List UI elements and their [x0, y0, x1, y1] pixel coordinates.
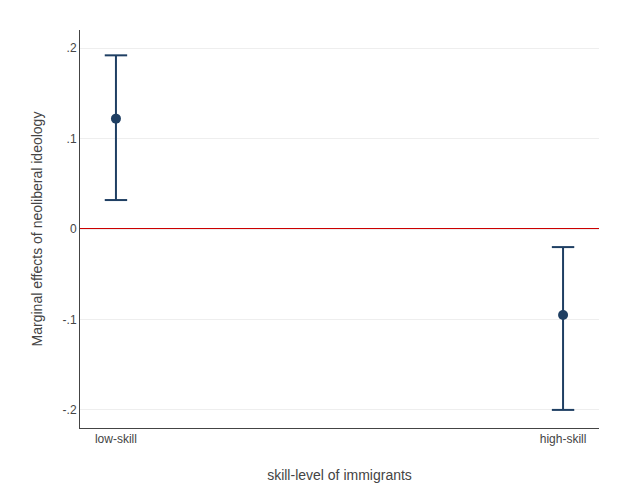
svg-text:high-skill: high-skill	[540, 432, 587, 446]
svg-text:low-skill: low-skill	[95, 432, 137, 446]
svg-text:skill-level of immigrants: skill-level of immigrants	[267, 467, 412, 483]
svg-text:-.2: -.2	[63, 403, 77, 417]
svg-text:-.1: -.1	[63, 313, 77, 327]
svg-text:0: 0	[70, 222, 77, 236]
svg-text:.1: .1	[67, 132, 77, 146]
svg-text:.2: .2	[67, 41, 77, 55]
svg-text:Marginal effects of neoliberal: Marginal effects of neoliberal ideology	[29, 112, 45, 347]
